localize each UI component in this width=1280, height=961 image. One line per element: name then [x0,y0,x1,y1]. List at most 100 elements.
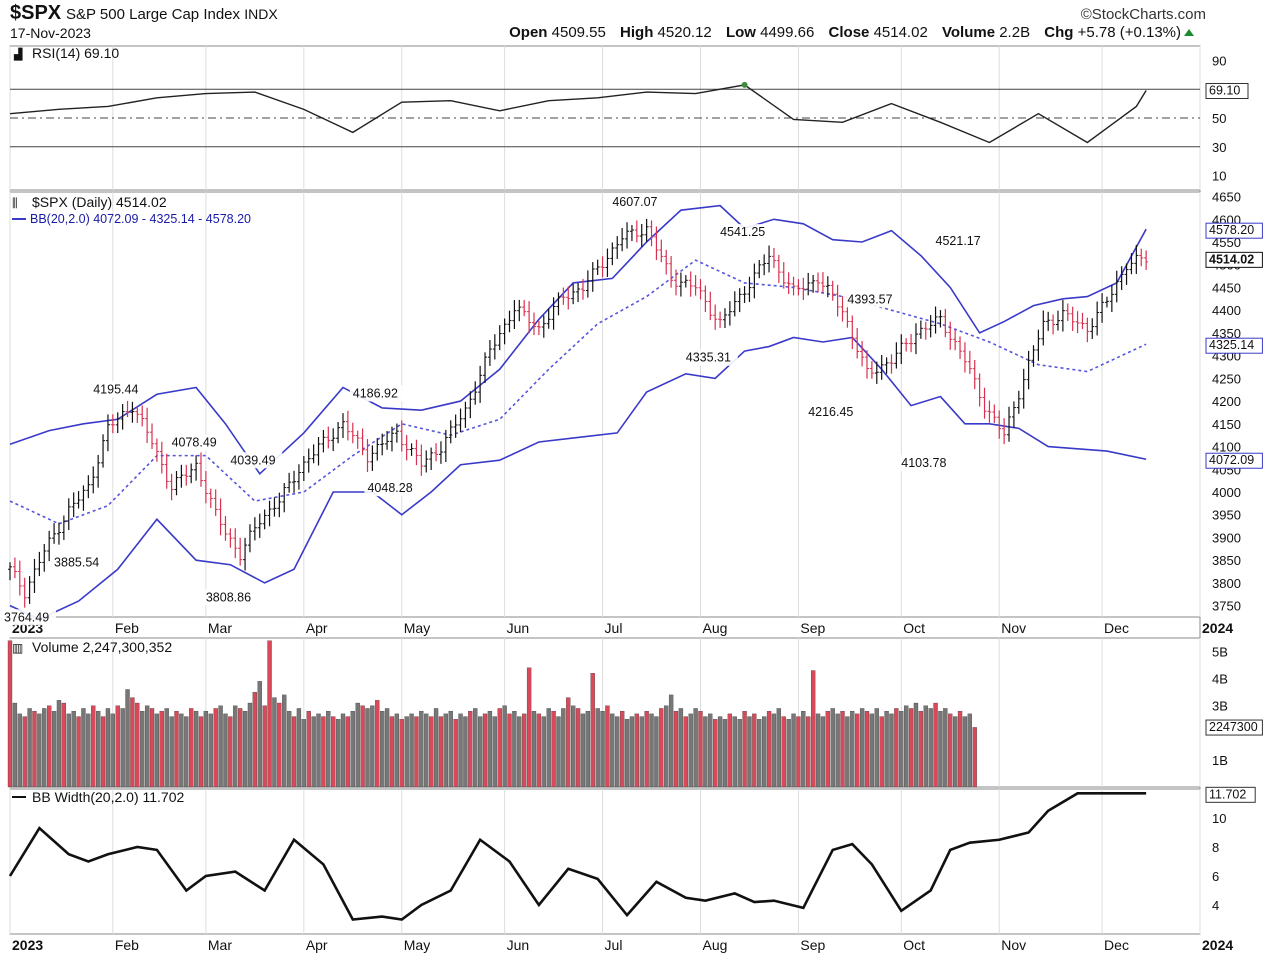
volume-bar-196 [967,713,972,788]
xaxis-label-2-9: Oct [903,937,925,953]
price-ytick-4: 4450 [1212,280,1241,295]
xaxis-label-1-7: Aug [702,620,727,636]
price-annotation-9: 4335.31 [686,351,731,365]
volume-bar-59 [296,708,302,788]
volume-label: Volume [941,24,996,41]
volume-bar-101 [502,705,507,788]
volume-bar-1 [12,702,18,788]
volume-bars [7,640,977,788]
price-ytick-5: 4400 [1212,303,1241,318]
vol-ytick-2: 3B [1212,699,1228,714]
high-label: High [620,24,654,41]
brand-logo: ©StockCharts.com [1080,6,1206,23]
price-annotation-7: 4048.28 [367,481,412,495]
volume-bar-12 [66,713,71,788]
rsi-line [9,84,1147,144]
volume-bar-131 [649,713,654,788]
volume-bar-78 [389,716,395,788]
volume-bar-99 [492,716,497,788]
volume-bar-155 [766,710,772,788]
volume-bar-125 [619,710,625,788]
volume-bar-18 [95,710,101,788]
price-ytick-9: 4200 [1212,394,1241,409]
volume-bar-47 [238,708,243,788]
change-value: +5.78 (+0.13%) [1077,24,1181,41]
volume-bar-195 [962,716,968,788]
chart-header: $SPX S&P 500 Large Cap Index INDX 17-Nov… [0,0,1280,46]
price-ytick-16: 3850 [1212,553,1241,568]
volume-bar-7 [42,708,47,788]
volume-bar-41 [208,713,213,788]
volume-bar-176 [869,713,875,788]
volume-last-value-box [1205,719,1263,736]
volume-bar-62 [311,716,316,788]
xaxis-label-2-12: 2024 [1202,937,1233,953]
volume-bar-191 [943,708,948,788]
volume-bar-95 [473,708,478,788]
price-ytick-14: 3950 [1212,508,1241,523]
vol-ytick-1: 4B [1212,672,1228,687]
volume-bar-83 [414,716,419,788]
volume-bar-60 [301,719,306,788]
volume-bar-103 [512,710,517,788]
xaxis-label-2-4: May [404,937,430,953]
volume-bar-104 [517,716,522,788]
volume-bar-146 [722,719,728,788]
price-annotation-bg-9 [682,349,738,366]
volume-bar-58 [291,716,297,788]
volume-bar-163 [806,716,811,788]
volume-bar-2 [17,713,22,788]
volume-bar-56 [282,694,287,788]
volume-bar-46 [233,705,238,788]
volume-bar-142 [703,716,708,788]
volume-bar-116 [575,708,581,788]
price-annotation-5: 4039.49 [230,453,275,467]
price-annotation-3: 4078.49 [172,436,217,450]
volume-bar-165 [815,713,821,788]
volume-bar-42 [213,708,218,788]
volume-bar-6 [37,713,42,788]
price-annotation-bg-12 [844,291,900,308]
volume-bar-127 [629,716,635,788]
bb-lower-last-box [1205,452,1263,469]
volume-bar-194 [957,710,963,788]
bb-upper-last-box [1205,222,1263,239]
volume-bar-126 [624,719,630,788]
price-annotation-12: 4393.57 [847,292,892,306]
price-annotation-2: 4195.44 [93,382,138,396]
volume-bar-68 [340,713,346,788]
volume-bar-161 [796,716,801,788]
price-ytick-11: 4100 [1212,440,1241,455]
volume-bar-4 [27,708,32,788]
price-annotation-bg-8 [609,194,665,211]
volume-bar-45 [228,716,233,788]
volume-bar-54 [272,697,277,788]
xaxis-label-2-1: Feb [115,937,139,953]
volume-bar-136 [673,710,679,788]
volume-bar-39 [198,716,204,788]
volume-bar-80 [399,719,404,788]
open-label: Open [509,24,548,41]
volume-bar-150 [742,710,747,788]
volume-bar-190 [938,710,943,788]
volume-bar-187 [923,705,928,788]
volume-bar-67 [335,719,341,788]
price-annotation-4: 3808.86 [206,590,251,604]
volume-bar-36 [184,716,189,788]
volume-bar-66 [331,716,336,788]
volume-bar-79 [394,713,400,788]
xaxis-label-2-7: Aug [702,937,727,953]
volume-bar-34 [174,710,179,788]
bb-middle-band [9,259,1147,525]
bb-upper-band [9,204,1147,476]
volume-bar-75 [375,700,380,788]
volume-bar-171 [845,716,850,788]
xaxis-label-2-11: Dec [1104,937,1129,953]
volume-bar-3 [22,716,27,788]
price-annotation-11: 4216.45 [808,405,853,419]
price-annotation-bg-2 [90,381,146,398]
bbw-ytick-1: 8 [1212,840,1219,855]
volume-bar-179 [884,710,889,788]
volume-bar-100 [497,708,502,788]
